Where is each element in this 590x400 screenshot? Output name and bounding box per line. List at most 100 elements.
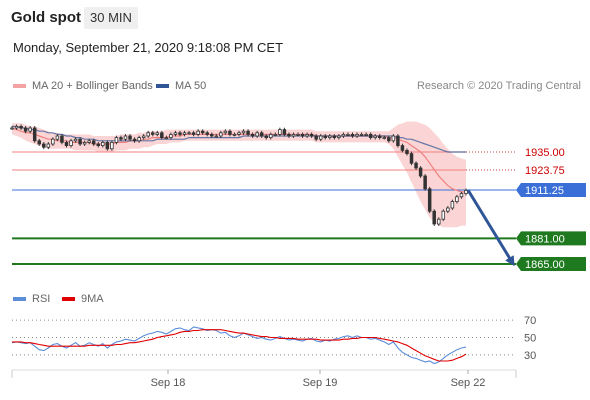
candle-body [423, 175, 427, 190]
rsi-swatch [13, 297, 26, 301]
candle [105, 140, 110, 151]
candle [228, 129, 232, 137]
candle [178, 130, 182, 137]
candle [19, 124, 23, 130]
candle-body [219, 132, 223, 137]
candle-body [82, 141, 87, 145]
candle [42, 142, 46, 150]
candle-body [28, 127, 32, 132]
candle [101, 140, 105, 148]
candle-body [110, 141, 114, 150]
candle-body [346, 133, 350, 136]
candle [323, 134, 328, 140]
candle [337, 134, 341, 140]
candle-body [182, 132, 187, 135]
candle-body [123, 135, 128, 140]
candle-body [269, 133, 273, 138]
candle-body [91, 140, 96, 145]
candle [173, 130, 178, 137]
candle [64, 140, 69, 148]
x-tick-label: Sep 22 [451, 377, 486, 389]
candle-body [205, 132, 209, 135]
level-tag: 1911.25 [516, 183, 586, 197]
candle [219, 130, 223, 138]
candle [141, 134, 146, 140]
candle [459, 191, 464, 199]
candle [464, 188, 468, 196]
candle [346, 132, 350, 137]
candle-body [187, 132, 191, 135]
candle [132, 137, 137, 143]
candle-body [101, 141, 105, 146]
projection-arrow [466, 189, 515, 267]
candle [232, 132, 237, 137]
candle [328, 134, 332, 140]
candle-body [300, 133, 305, 137]
candle [282, 127, 287, 137]
candle [223, 129, 228, 135]
candle [155, 130, 160, 137]
candle-body [432, 210, 436, 225]
research-credit: Research © 2020 Trading Central [416, 80, 581, 92]
candle-body [64, 141, 69, 146]
timeframe-button[interactable]: 30 MIN [84, 7, 138, 29]
candle-body [405, 149, 409, 154]
candle-body [228, 130, 232, 135]
candle-body [350, 133, 355, 137]
candle [391, 134, 396, 143]
candle-body [96, 143, 101, 146]
candle-body [42, 143, 46, 148]
legend-ma50: MA 50 [156, 80, 206, 92]
candle [441, 209, 446, 222]
candle [350, 132, 355, 138]
candle-body [210, 133, 214, 137]
candle [355, 132, 359, 138]
rsi-pane: 70 50 30 [11, 315, 536, 365]
candle-body [323, 135, 328, 138]
candle-body [418, 167, 423, 177]
candle [373, 134, 377, 140]
candle-body [355, 133, 359, 137]
candle [169, 132, 173, 140]
candle [182, 130, 187, 137]
candle-body [459, 193, 464, 198]
candle-body [200, 130, 205, 134]
candle-body [132, 138, 137, 142]
candle [278, 127, 282, 137]
candle-body [246, 130, 250, 135]
candle [255, 130, 259, 138]
candle [309, 132, 314, 138]
candle-body [377, 135, 382, 138]
candle [400, 143, 405, 153]
candle-body [441, 210, 446, 220]
rsi-ma-swatch [62, 297, 75, 301]
candle [51, 137, 55, 146]
candle [91, 138, 96, 146]
candle-body [51, 138, 55, 145]
candle-body [437, 218, 441, 225]
candle [96, 142, 101, 148]
candle-body [291, 133, 296, 137]
candle [10, 126, 14, 130]
candle [241, 129, 246, 135]
candle [455, 194, 459, 204]
candle [187, 130, 191, 135]
candle-body [250, 133, 255, 137]
level-label: 1865.00 [525, 259, 565, 271]
rsi-legend-label: RSI [32, 293, 51, 305]
candle [191, 130, 196, 137]
candle-body [119, 137, 123, 140]
candle [377, 134, 382, 140]
candle-body [114, 137, 119, 143]
candle-body [60, 135, 64, 143]
candle [314, 134, 318, 142]
candle [87, 138, 91, 145]
rsi-level-label: 70 [524, 315, 536, 327]
candle [341, 132, 346, 138]
candle-body [455, 196, 459, 203]
candle-body [359, 133, 364, 136]
price-pane: 1935.00 1923.75 1911.25 1881.00 1865.00 [10, 121, 586, 271]
candle [160, 130, 164, 140]
candle-body [391, 135, 396, 142]
